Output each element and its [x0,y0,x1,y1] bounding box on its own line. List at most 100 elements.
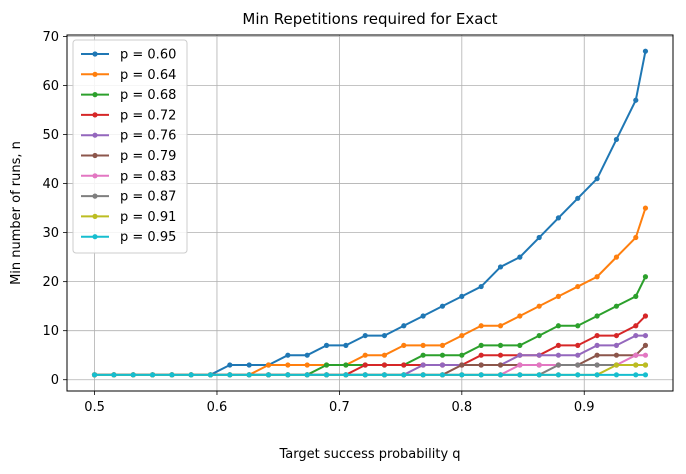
data-point [246,362,252,368]
data-point [613,254,620,260]
data-point [478,352,484,358]
data-point [613,342,620,348]
data-point [517,362,523,368]
legend-label: p = 0.95 [120,230,176,245]
data-point [362,362,368,368]
data-point [536,352,542,358]
legend-item: p = 0.64 [81,68,176,83]
data-point [613,303,620,309]
data-point [459,332,465,339]
data-point [642,332,649,339]
data-point [130,372,136,378]
legend-label: p = 0.68 [120,88,176,103]
data-point [555,323,562,329]
data-point [323,342,330,348]
data-point [285,372,291,378]
data-point [517,313,523,319]
data-point [555,342,562,348]
y-tick-label: 20 [42,275,59,290]
legend-marker [92,92,98,98]
legend-label: p = 0.83 [120,169,176,184]
data-point [536,362,542,368]
data-point [497,362,504,368]
series-layer [91,48,649,378]
data-point [517,342,523,348]
data-point [401,362,407,368]
data-point [497,372,504,378]
data-point [459,362,465,368]
legend-marker [92,51,98,57]
data-point [517,254,523,260]
data-point [575,195,581,201]
data-point [594,362,600,368]
data-point [304,372,310,378]
legend-label: p = 0.79 [120,149,176,164]
data-point [439,352,446,358]
data-point [633,372,639,378]
data-point [555,293,562,299]
data-point [381,352,388,358]
data-point [478,362,484,368]
legend-box [72,39,188,254]
data-point [343,362,349,368]
data-point [633,293,639,299]
data-point [439,342,446,348]
data-point [207,372,214,378]
data-point [169,372,175,378]
data-point [594,274,600,280]
data-point [401,342,407,348]
legend-item: p = 0.76 [81,129,176,144]
legend-item: p = 0.83 [81,169,176,184]
data-point [381,362,388,368]
data-point [497,342,504,348]
legend-label: p = 0.87 [120,190,176,205]
data-point [285,362,291,368]
data-point [323,362,330,368]
legend-item: p = 0.95 [81,230,176,245]
data-point [420,342,426,348]
legend-item: p = 0.60 [81,48,176,63]
data-point [575,352,581,358]
data-point [555,352,562,358]
legend: p = 0.60 p = 0.64 p = 0.68 p = 0.72 p = 0.76… [72,39,188,254]
legend-marker [92,234,98,240]
data-point [323,372,330,378]
legend-item: p = 0.68 [81,88,176,103]
data-point [613,352,620,358]
data-point [642,205,649,211]
data-point [613,362,620,368]
data-point [188,372,194,378]
data-point [633,362,639,368]
data-point [497,323,504,329]
data-point [642,342,649,348]
legend-label: p = 0.64 [120,68,176,83]
data-point [594,332,600,339]
legend-label: p = 0.76 [120,129,176,144]
data-point [401,323,407,329]
data-point [343,372,349,378]
legend-marker [92,71,98,77]
data-point [575,323,581,329]
y-tick-label: 50 [42,128,59,143]
data-point [633,323,639,329]
y-axis-label: Min number of runs, n [9,141,24,285]
legend-marker [92,213,98,219]
legend-label: p = 0.91 [120,210,176,225]
data-point [227,372,233,378]
data-point [439,372,446,378]
legend-item: p = 0.72 [81,108,176,123]
data-point [555,362,562,368]
legend-label: p = 0.60 [120,48,176,63]
data-point [575,283,581,290]
data-point [575,362,581,368]
y-tick-label: 10 [42,324,59,339]
data-point [285,352,291,358]
data-point [401,372,407,378]
data-point [642,313,649,319]
data-point [439,303,446,309]
legend-marker [92,132,98,138]
legend-item: p = 0.87 [81,190,176,205]
data-point [642,48,649,54]
data-point [575,372,581,378]
